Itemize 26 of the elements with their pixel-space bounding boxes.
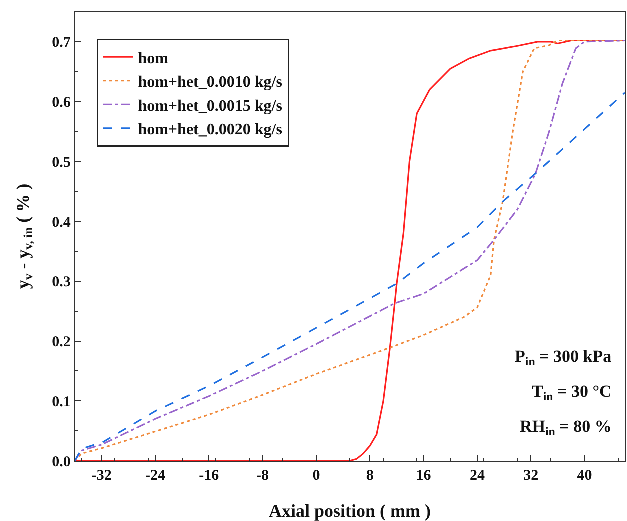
x-tick-label: 16 — [416, 468, 432, 484]
y-tick-label: 0.1 — [52, 394, 71, 410]
legend-label: hom+het_0.0015 kg/s — [138, 98, 282, 115]
x-tick-label: -16 — [199, 468, 220, 484]
y-tick-label: 0.0 — [52, 454, 71, 470]
x-tick-label: 8 — [366, 468, 374, 484]
legend-label: hom — [138, 50, 170, 68]
y-tick-label: 0.4 — [52, 214, 72, 231]
x-axis-title: Axial position ( mm ) — [269, 501, 432, 521]
y-tick-label: 0.3 — [52, 274, 71, 291]
y-tick-label: 0.7 — [52, 35, 72, 52]
y-tick-label: 0.6 — [52, 95, 72, 112]
x-tick-label: 40 — [577, 468, 592, 484]
legend-label: hom+het_0.0010 kg/s — [138, 74, 282, 92]
annotation: T$_{in}$ = 30 °C — [532, 382, 612, 404]
x-tick-label: -8 — [256, 468, 270, 484]
y-tick-label: 0.5 — [52, 154, 71, 171]
y-tick-label: 0.2 — [52, 334, 71, 351]
annotation: P$_{in}$ = 300 kPa — [515, 347, 612, 369]
x-tick-label: 0 — [312, 468, 320, 484]
legend-label: hom+het_0.0020 kg/s — [138, 122, 282, 139]
x-tick-label: -32 — [92, 468, 112, 484]
x-tick-label: 24 — [470, 468, 486, 484]
x-tick-label: -24 — [145, 468, 166, 484]
x-tick-label: 32 — [524, 468, 539, 484]
annotation: RH$_{in}$ = 80 % — [520, 417, 612, 439]
